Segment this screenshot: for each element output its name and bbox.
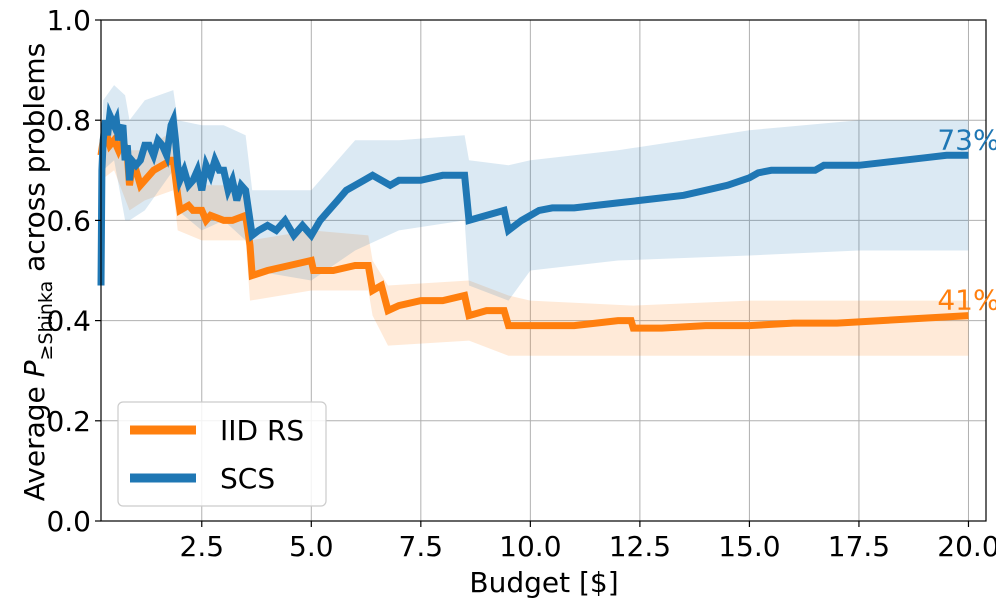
x-tick-label: 15.0 <box>718 530 780 563</box>
y-tick-label: 0.8 <box>46 104 91 137</box>
x-axis-label: Budget [$] <box>469 566 618 599</box>
legend-label-scs: SCS <box>220 462 275 495</box>
end-labels: 41% 73% <box>937 123 996 316</box>
legend-label-iid-rs: IID RS <box>220 414 304 447</box>
legend: IID RS SCS <box>117 401 327 507</box>
series-line-iid-rs <box>97 129 969 332</box>
y-axis-label-subscript: ≥Shinka <box>35 281 57 361</box>
y-tick-label: 0.6 <box>46 204 91 237</box>
series-lines <box>97 101 969 332</box>
band-scs <box>101 85 969 301</box>
y-axis-label-prefix: Average <box>18 377 51 501</box>
x-tick-label: 20.0 <box>937 530 996 563</box>
y-tick-label: 0.0 <box>46 505 91 538</box>
y-axis-label-symbol: P <box>18 360 51 377</box>
y-axis-label: Average P≥Shinka across problems <box>18 43 57 501</box>
plot-frame <box>100 19 987 522</box>
x-tick-label: 17.5 <box>828 530 890 563</box>
band-iid-rs <box>101 120 969 356</box>
end-label-scs: 73% <box>937 123 996 156</box>
x-tick-label: 10.0 <box>499 530 561 563</box>
y-axis-label-suffix: across problems <box>18 43 51 281</box>
confidence-bands <box>101 85 969 356</box>
series-line-scs <box>97 101 969 286</box>
x-tick-label: 7.5 <box>399 530 444 563</box>
x-tick-label: 2.5 <box>180 530 225 563</box>
y-tick-label: 0.2 <box>46 405 91 438</box>
x-tick-label: 5.0 <box>289 530 334 563</box>
x-tick-label: 12.5 <box>609 530 671 563</box>
end-label-iid-rs: 41% <box>937 284 996 317</box>
y-tick-label: 1.0 <box>46 4 91 37</box>
y-tick-label: 0.4 <box>46 305 91 338</box>
axis-ticks: 2.5 5.0 7.5 10.0 12.5 15.0 17.5 20.0 0.0 0.2 0.4 0.… <box>46 4 996 563</box>
